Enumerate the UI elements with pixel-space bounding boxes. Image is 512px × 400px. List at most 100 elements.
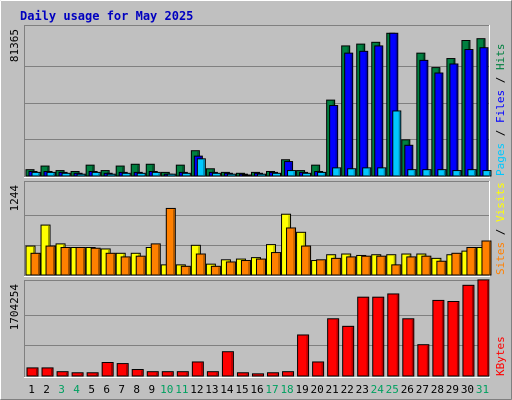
bar-kbytes-day-10 bbox=[161, 371, 174, 377]
x-tick-label: 13 bbox=[205, 383, 218, 396]
bar-kbytes-day-27 bbox=[417, 344, 430, 377]
bar-kbytes-day-20 bbox=[312, 361, 325, 377]
bar-sites-day-2 bbox=[45, 245, 56, 276]
bar-kbytes-day-25 bbox=[387, 293, 400, 377]
bar-sites-day-30 bbox=[466, 247, 477, 276]
bar-pages-day-21 bbox=[332, 167, 342, 177]
bar-sites-day-14 bbox=[225, 261, 236, 276]
bar-kbytes-day-13 bbox=[206, 371, 219, 377]
bar-pages-day-23 bbox=[362, 167, 372, 177]
bar-sites-day-6 bbox=[105, 252, 116, 276]
bar-pages-day-4 bbox=[76, 173, 86, 177]
panel-visits-sites: 1244 Sites / Visits bbox=[8, 181, 507, 277]
bar-kbytes-day-23 bbox=[357, 296, 370, 377]
bar-kbytes-day-15 bbox=[236, 372, 249, 377]
bar-pages-day-18 bbox=[287, 170, 297, 177]
bar-pages-day-26 bbox=[407, 169, 417, 177]
bar-sites-day-20 bbox=[316, 259, 327, 276]
x-tick-label: 29 bbox=[446, 383, 459, 396]
bar-kbytes-day-7 bbox=[116, 363, 129, 377]
bar-sites-day-3 bbox=[60, 247, 71, 276]
bar-sites-day-5 bbox=[90, 247, 101, 276]
bar-kbytes-day-3 bbox=[56, 371, 69, 377]
bar-sites-day-7 bbox=[120, 256, 131, 276]
x-tick-label: 16 bbox=[250, 383, 263, 396]
bar-kbytes-day-6 bbox=[101, 362, 114, 377]
bar-pages-day-5 bbox=[91, 171, 101, 177]
bar-sites-day-1 bbox=[30, 252, 41, 276]
legend-entry: KBytes bbox=[494, 336, 507, 376]
x-tick-label: 8 bbox=[133, 383, 140, 396]
bar-sites-day-8 bbox=[135, 255, 146, 276]
bar-sites-day-18 bbox=[286, 227, 297, 276]
bar-sites-day-22 bbox=[346, 256, 357, 276]
bar-sites-day-9 bbox=[150, 243, 161, 276]
x-tick-label: 31 bbox=[476, 383, 489, 396]
x-tick-label: 12 bbox=[190, 383, 203, 396]
x-tick-label: 19 bbox=[295, 383, 308, 396]
x-tick-label: 6 bbox=[103, 383, 110, 396]
bar-kbytes-day-30 bbox=[462, 284, 475, 377]
bar-pages-day-12 bbox=[196, 158, 206, 177]
bar-kbytes-day-4 bbox=[71, 372, 84, 377]
bar-sites-day-28 bbox=[436, 260, 447, 276]
panel-kbytes: 1704254 KBytes bbox=[8, 279, 507, 378]
legend-kbytes: KBytes bbox=[494, 336, 507, 376]
x-tick-label: 17 bbox=[265, 383, 278, 396]
bar-kbytes-day-11 bbox=[176, 371, 189, 377]
x-tick-label: 26 bbox=[401, 383, 414, 396]
bar-pages-day-19 bbox=[302, 172, 312, 177]
x-tick-label: 21 bbox=[326, 383, 339, 396]
bar-kbytes-day-19 bbox=[297, 334, 310, 377]
bar-pages-day-16 bbox=[256, 173, 266, 177]
legend-hits-files-pages: Pages / Files / Hits bbox=[494, 44, 507, 177]
bar-sites-day-27 bbox=[421, 255, 432, 276]
bar-pages-day-3 bbox=[61, 172, 71, 177]
y-tick-label: 1244 bbox=[8, 185, 21, 212]
bar-pages-day-10 bbox=[166, 173, 176, 177]
x-tick-label: 11 bbox=[175, 383, 188, 396]
legend-entry: Sites bbox=[494, 242, 507, 275]
x-tick-label: 3 bbox=[58, 383, 65, 396]
bar-kbytes-day-1 bbox=[26, 367, 39, 377]
bar-pages-day-25 bbox=[392, 110, 402, 177]
x-tick-label: 15 bbox=[235, 383, 248, 396]
bar-pages-day-2 bbox=[46, 171, 56, 177]
bar-kbytes-day-8 bbox=[131, 369, 144, 377]
bar-sites-day-29 bbox=[451, 252, 462, 276]
bar-kbytes-day-12 bbox=[191, 361, 204, 377]
legend-entry: Hits bbox=[494, 44, 507, 71]
bar-kbytes-day-31 bbox=[477, 279, 490, 377]
bar-pages-day-13 bbox=[211, 172, 221, 177]
bar-pages-day-14 bbox=[226, 173, 236, 177]
bar-kbytes-day-2 bbox=[41, 367, 54, 377]
bar-sites-day-23 bbox=[361, 255, 372, 276]
x-tick-label: 23 bbox=[356, 383, 369, 396]
bar-pages-day-24 bbox=[377, 167, 387, 177]
bar-sites-day-26 bbox=[406, 256, 417, 276]
bar-pages-day-31 bbox=[482, 170, 492, 177]
bar-sites-day-21 bbox=[331, 257, 342, 276]
legend-entry: / bbox=[494, 222, 507, 242]
bar-sites-day-10 bbox=[165, 207, 176, 276]
bar-kbytes-day-28 bbox=[432, 299, 445, 377]
x-tick-label: 7 bbox=[118, 383, 125, 396]
bar-sites-day-11 bbox=[180, 265, 191, 276]
chart-title: Daily usage for May 2025 bbox=[20, 9, 193, 23]
bar-sites-day-15 bbox=[240, 260, 251, 276]
x-tick-label: 30 bbox=[461, 383, 474, 396]
legend-entry: Files bbox=[494, 90, 507, 123]
bar-pages-day-6 bbox=[106, 173, 116, 177]
bar-pages-day-11 bbox=[181, 172, 191, 177]
bar-kbytes-day-17 bbox=[267, 372, 280, 377]
bar-pages-day-30 bbox=[467, 169, 477, 177]
bar-sites-day-16 bbox=[255, 258, 266, 276]
bar-pages-day-28 bbox=[437, 169, 447, 177]
legend-visits-sites: Sites / Visits bbox=[494, 182, 507, 275]
x-tick-label: 10 bbox=[160, 383, 173, 396]
x-tick-label: 14 bbox=[220, 383, 234, 396]
bar-pages-day-9 bbox=[151, 171, 161, 177]
bar-pages-day-15 bbox=[241, 174, 251, 177]
bar-pages-day-29 bbox=[452, 170, 462, 177]
x-tick-label: 20 bbox=[311, 383, 324, 396]
